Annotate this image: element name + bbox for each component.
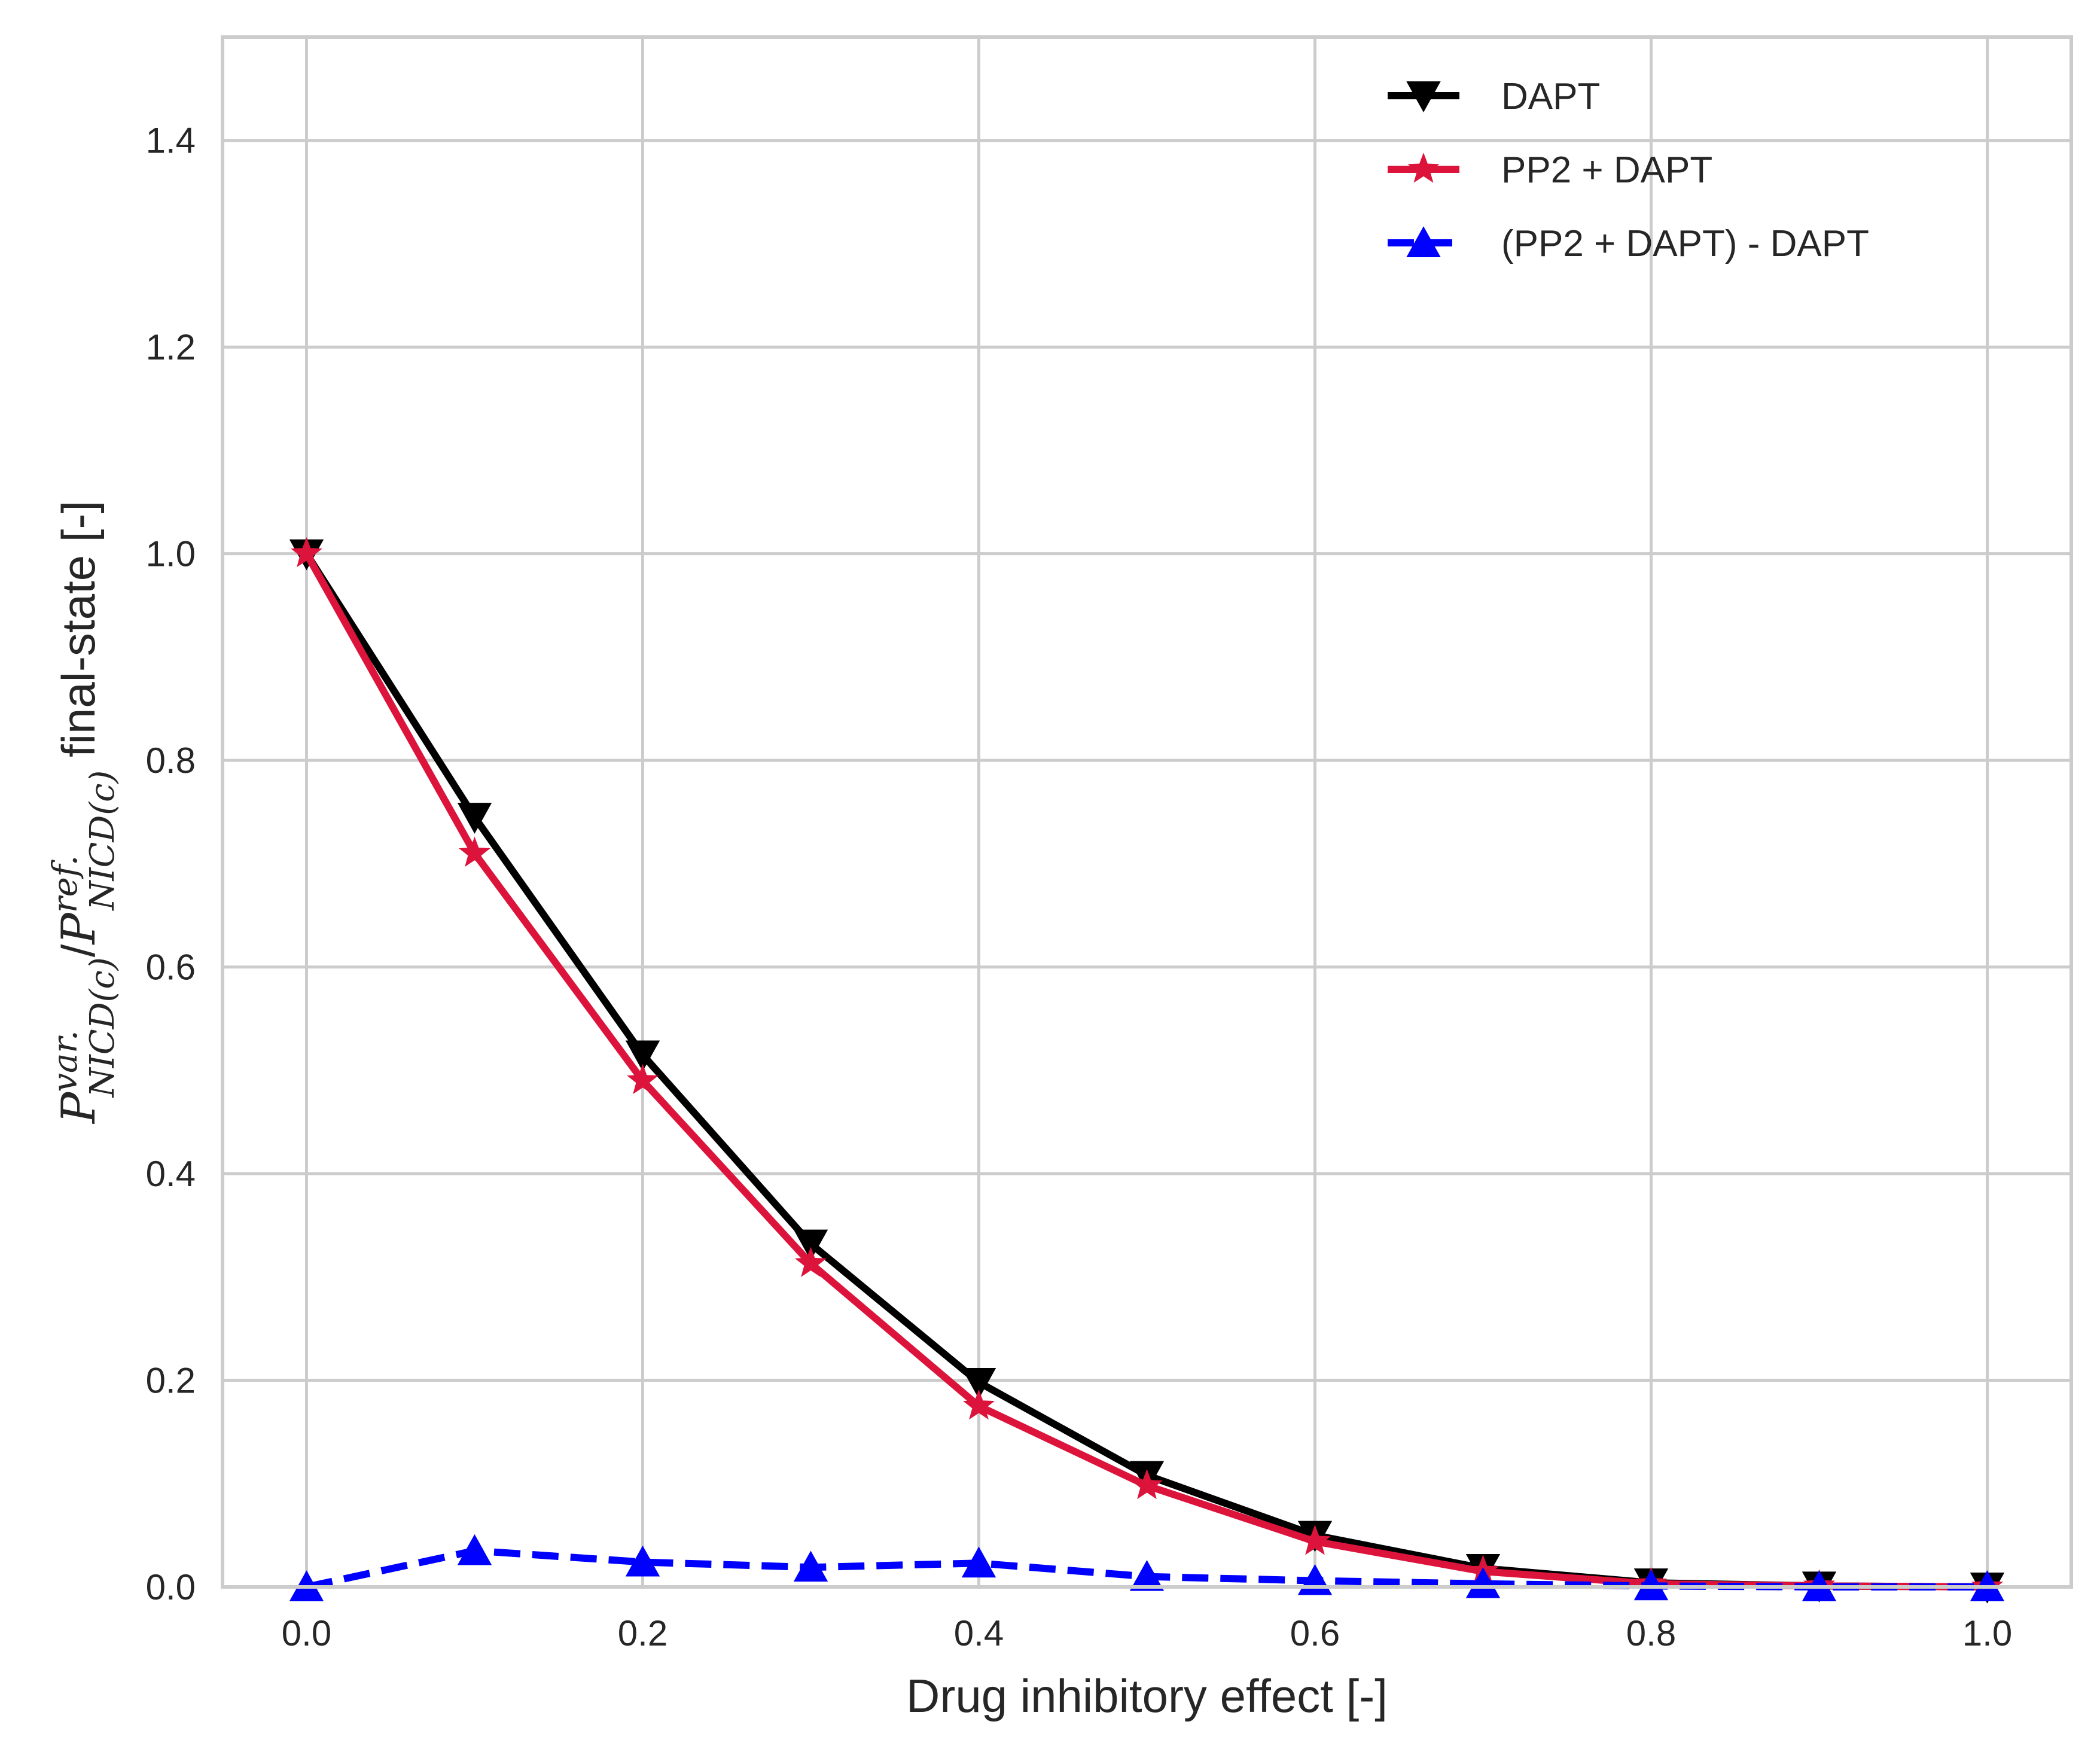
data-point	[625, 1040, 660, 1072]
data-point	[793, 1550, 828, 1582]
tick-labels: 0.0 0.2 0.4 0.6 0.8 1.0 0.0 0.2 0.4 0.6 0.8 1.0 1.2 1…	[146, 121, 2013, 1653]
data-point	[1129, 1560, 1165, 1591]
x-tick-label: 0.2	[618, 1613, 668, 1653]
x-axis-label: Drug inhibitory effect [-]	[906, 1669, 1388, 1722]
grid-layer	[223, 37, 2071, 1589]
data-point	[457, 803, 492, 834]
x-tick-label: 0.8	[1626, 1613, 1676, 1653]
y-tick-label: 1.0	[146, 534, 196, 574]
legend-marker	[1406, 81, 1441, 112]
y-tick-label: 0.8	[146, 741, 196, 781]
data-point	[961, 1546, 996, 1578]
x-tick-label: 0.0	[282, 1613, 331, 1653]
data-point	[1633, 1569, 1669, 1601]
data-point	[291, 537, 322, 568]
y-axis-label: Pvar.NICD(c)/Pref.NICD(c) final-state [-…	[46, 501, 122, 1125]
data-point	[1131, 1468, 1163, 1500]
legend-entry: (PP2 + DAPT) - DAPT	[1388, 223, 1869, 264]
plot-background	[223, 37, 2071, 1587]
legend-label: DAPT	[1501, 76, 1600, 117]
x-tick-label: 1.0	[1962, 1613, 2012, 1653]
data-point	[625, 1545, 660, 1577]
y-tick-label: 0.2	[146, 1361, 196, 1401]
y-tick-label: 1.2	[146, 327, 196, 367]
legend-marker	[1407, 153, 1440, 183]
legend: DAPT PP2 + DAPT (PP2 + DAPT) - DAPT	[1388, 76, 1869, 264]
data-point	[1465, 1567, 1501, 1598]
legend-entry: DAPT	[1388, 76, 1600, 117]
data-point	[457, 1534, 492, 1565]
data-point	[961, 1368, 996, 1399]
x-tick-label: 0.4	[954, 1613, 1004, 1653]
series-2	[289, 1534, 2005, 1601]
data-point	[793, 1229, 828, 1261]
y-tick-label: 0.4	[146, 1154, 196, 1194]
data-point	[459, 836, 490, 867]
data-point	[1299, 1525, 1331, 1555]
data-point	[795, 1247, 827, 1277]
series-layer	[289, 537, 2005, 1604]
y-tick-label: 1.4	[146, 121, 196, 161]
legend-label: (PP2 + DAPT) - DAPT	[1501, 223, 1869, 264]
x-tick-label: 0.6	[1290, 1613, 1340, 1653]
y-tick-label: 0.6	[146, 947, 196, 988]
y-tick-label: 0.0	[146, 1567, 196, 1607]
legend-label: PP2 + DAPT	[1501, 150, 1712, 191]
plot-frame	[221, 35, 2073, 1589]
legend-marker	[1406, 226, 1441, 257]
legend-entry: PP2 + DAPT	[1388, 150, 1712, 191]
data-point	[627, 1064, 659, 1095]
data-point	[963, 1389, 995, 1420]
